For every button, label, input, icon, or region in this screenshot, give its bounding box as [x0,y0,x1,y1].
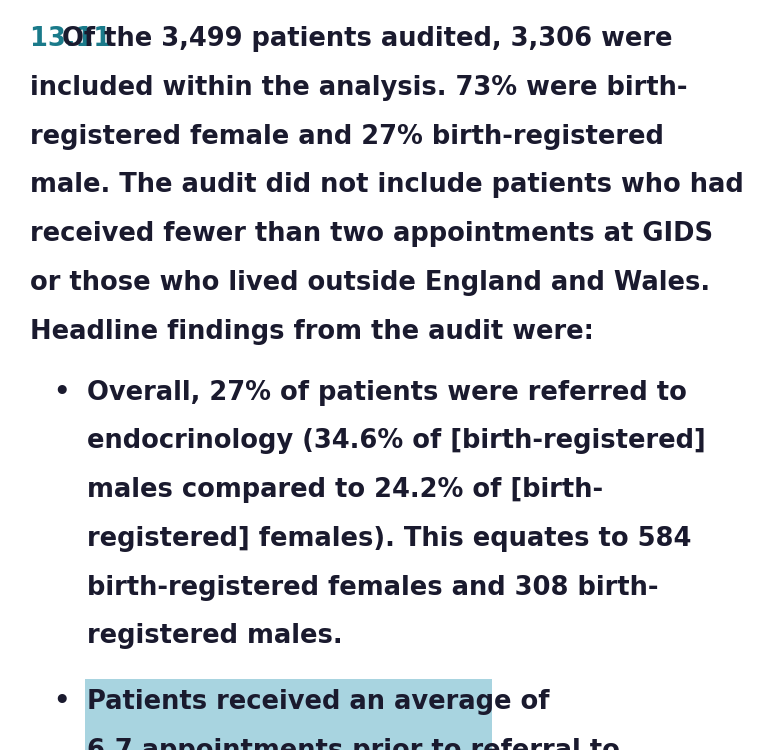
Text: received fewer than two appointments at GIDS: received fewer than two appointments at … [30,221,714,248]
Text: registered female and 27% birth-registered: registered female and 27% birth-register… [30,124,664,150]
Text: males compared to 24.2% of [birth-: males compared to 24.2% of [birth- [87,477,603,503]
Text: •: • [53,689,70,715]
Text: or those who lived outside England and Wales.: or those who lived outside England and W… [30,270,711,296]
Text: 6.7 appointments prior to referral to: 6.7 appointments prior to referral to [87,738,620,750]
Bar [85,680,492,750]
Text: 13.11: 13.11 [30,26,121,53]
Text: registered males.: registered males. [87,623,343,650]
Text: male. The audit did not include patients who had: male. The audit did not include patients… [30,172,744,199]
Text: Patients received an average of: Patients received an average of [87,689,550,715]
Text: registered] females). This equates to 584: registered] females). This equates to 58… [87,526,692,552]
Text: included within the analysis. 73% were birth-: included within the analysis. 73% were b… [30,75,688,101]
Text: birth-registered females and 308 birth-: birth-registered females and 308 birth- [87,574,659,601]
Text: endocrinology (34.6% of [birth-registered]: endocrinology (34.6% of [birth-registere… [87,428,706,454]
Text: Headline findings from the audit were:: Headline findings from the audit were: [30,319,594,345]
Text: •: • [53,380,70,406]
Text: Of the 3,499 patients audited, 3,306 were: Of the 3,499 patients audited, 3,306 wer… [62,26,673,53]
Text: Overall, 27% of patients were referred to: Overall, 27% of patients were referred t… [87,380,687,406]
